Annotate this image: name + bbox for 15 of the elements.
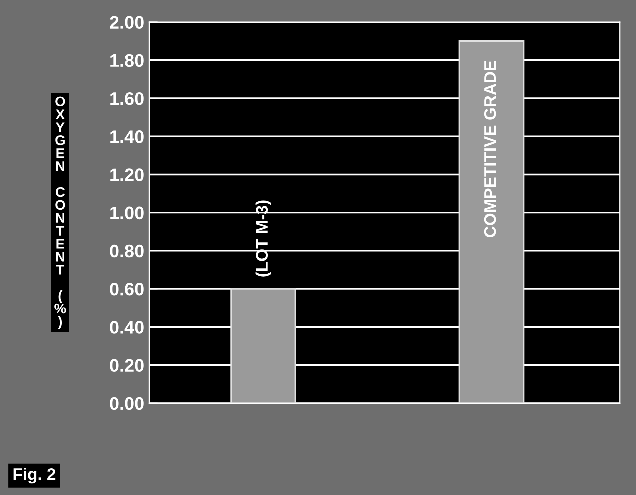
y-tick-label: 0.20: [110, 359, 144, 372]
y-tick-label: 0.00: [110, 397, 144, 410]
y-tick-label: 1.60: [110, 92, 144, 106]
caption: Fig. 2: [14, 468, 56, 484]
y-tick-label: 1.80: [110, 54, 144, 68]
y-tick-label: 0.40: [110, 321, 144, 334]
y-tick-label: 0.60: [110, 283, 144, 296]
y-tick-label: 0.80: [110, 244, 144, 258]
y-tick-label: 1.20: [110, 168, 144, 182]
y-tick-label: 1.40: [110, 130, 144, 144]
x-tick-label: COMPETITIVE GRADE: [484, 61, 496, 238]
text: OXYGEN CONTENT (%): [54, 96, 66, 330]
y-tick-label: 2.00: [110, 16, 144, 29]
y-tick-label: 1.00: [110, 206, 144, 220]
x-tick-label: (LOT M-3): [256, 200, 272, 277]
